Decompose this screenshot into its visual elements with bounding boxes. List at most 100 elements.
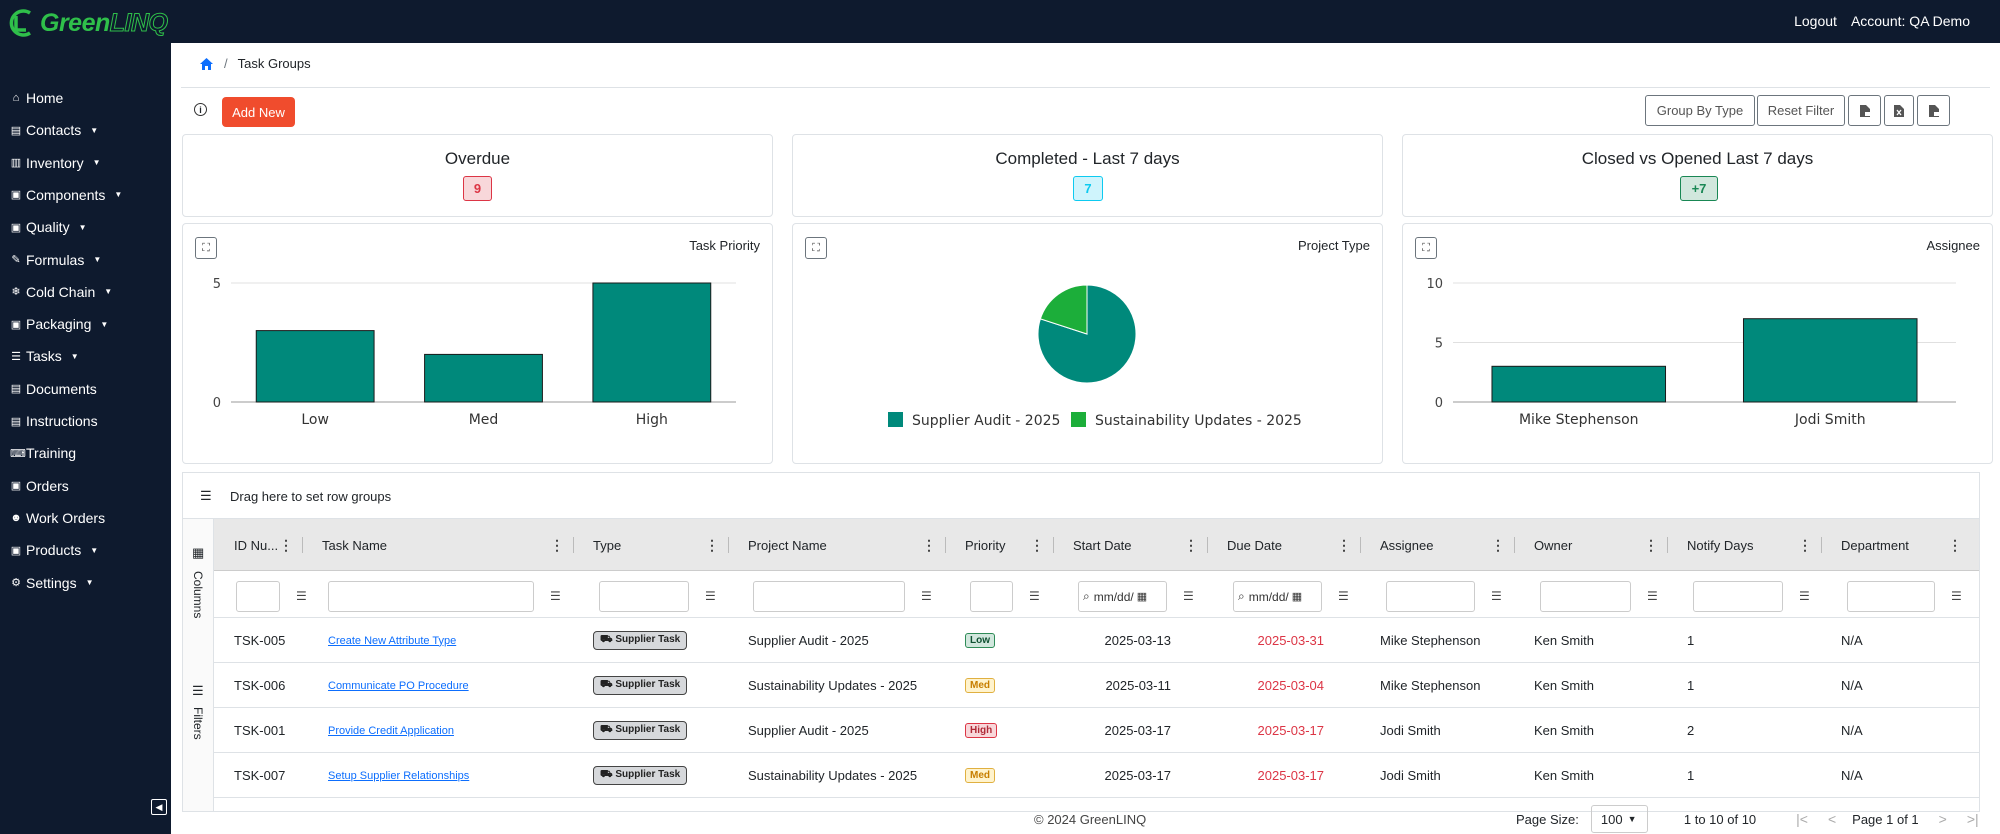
first-page-icon[interactable]: |< [1796,811,1808,827]
filter-icon[interactable]: ☰ [1647,589,1658,603]
text-filter-input[interactable] [236,581,280,612]
sidebar-item-formulas[interactable]: ✎ Formulas ▼ [10,252,101,268]
home-icon[interactable] [199,57,214,71]
bar[interactable] [1742,318,1918,403]
sidebar-item-cold-chain[interactable]: ❄ Cold Chain ▼ [10,284,112,300]
column-menu-icon[interactable]: ⋮ [922,536,936,553]
filter-icon[interactable]: ☰ [1951,589,1962,603]
text-filter-input[interactable] [1847,581,1935,612]
filter-icon[interactable]: ☰ [550,589,561,603]
expand-icon[interactable]: ⛶ [195,237,217,259]
sidebar-item-components[interactable]: ▣ Components ▼ [10,187,123,203]
info-icon[interactable]: i [194,103,207,116]
column-header[interactable]: Due Date ⋮ [1227,519,1360,571]
column-menu-icon[interactable]: ⋮ [1644,536,1658,553]
sidebar-item-instructions[interactable]: ▤ Instructions [10,413,98,429]
sidebar-item-contacts[interactable]: ▤ Contacts ▼ [10,122,98,138]
sidebar-item-packaging[interactable]: ▣ Packaging ▼ [10,316,109,332]
table-row[interactable]: TSK-005 Create New Attribute Type ⛟ Suppli… [214,618,1979,663]
text-filter-input[interactable] [1540,581,1631,612]
column-menu-icon[interactable]: ⋮ [1798,536,1812,553]
filter-icon[interactable]: ☰ [1799,589,1810,603]
text-filter-input[interactable] [1693,581,1783,612]
kpi-value-badge[interactable]: 7 [1073,176,1103,201]
sidebar-item-orders[interactable]: ▣ Orders [10,478,69,494]
column-header[interactable]: Start Date ⋮ [1073,519,1207,571]
column-header[interactable]: Task Name ⋮ [322,519,573,571]
filters-tab[interactable]: Filters [191,707,205,740]
legend-label[interactable]: Supplier Audit - 2025 [912,413,1060,429]
bar[interactable] [424,353,543,403]
task-link[interactable]: Create New Attribute Type [328,634,457,647]
export-csv-button[interactable] [1848,95,1881,126]
table-row[interactable]: TSK-007 Setup Supplier Relationships ⛟ Sup… [214,753,1979,798]
sidebar-item-work-orders[interactable]: ☻ Work Orders [10,510,105,526]
calendar-icon[interactable]: ▦ [1291,591,1303,603]
collapse-sidebar-icon[interactable]: ◀ [151,799,167,815]
column-menu-icon[interactable]: ⋮ [1491,536,1505,553]
calendar-icon[interactable]: ▦ [1136,591,1148,603]
column-header[interactable]: Owner ⋮ [1534,519,1667,571]
bar[interactable] [1491,365,1667,403]
filter-icon[interactable]: ☰ [1029,589,1040,603]
row-group-panel[interactable]: ☰ Drag here to set row groups [183,473,1979,519]
column-menu-icon[interactable]: ⋮ [279,536,293,553]
column-separator[interactable] [1821,537,1822,553]
column-separator[interactable] [728,537,729,553]
sidebar-item-home[interactable]: ⌂ Home [10,90,64,106]
column-menu-icon[interactable]: ⋮ [1184,536,1198,553]
column-header[interactable]: Notify Days ⋮ [1687,519,1821,571]
column-separator[interactable] [945,537,946,553]
filter-icon[interactable]: ☰ [921,589,932,603]
expand-icon[interactable]: ⛶ [1415,237,1437,259]
column-header[interactable]: Type ⋮ [593,519,728,571]
filter-icon[interactable]: ☰ [296,589,307,603]
filter-icon[interactable]: ☰ [1338,589,1349,603]
next-page-icon[interactable]: > [1938,811,1947,827]
column-menu-icon[interactable]: ⋮ [1337,536,1351,553]
columns-tab[interactable]: Columns [191,571,205,619]
table-row[interactable]: TSK-001 Provide Credit Application ⛟ Suppl… [214,708,1979,753]
column-header[interactable]: Project Name ⋮ [748,519,945,571]
page-size-select[interactable]: 100 ▼ [1590,805,1648,833]
kpi-value-badge[interactable]: +7 [1680,176,1718,201]
text-filter-input[interactable] [599,581,689,612]
column-menu-icon[interactable]: ⋮ [550,536,564,553]
column-menu-icon[interactable]: ⋮ [705,536,719,553]
sidebar-item-settings[interactable]: ⚙ Settings ▼ [10,575,93,591]
logout-link[interactable]: Logout [1794,13,1837,29]
column-header[interactable]: Priority ⋮ [965,519,1053,571]
greenlinq-logo[interactable]: GreenLINQ [4,6,168,40]
sidebar-item-training[interactable]: ⌨ Training [10,445,76,461]
column-separator[interactable] [1514,537,1515,553]
kpi-value-badge[interactable]: 9 [463,176,492,201]
last-page-icon[interactable]: >| [1966,811,1979,827]
column-menu-icon[interactable]: ⋮ [1948,536,1962,553]
column-separator[interactable] [573,537,574,553]
task-link[interactable]: Communicate PO Procedure [328,679,469,692]
column-separator[interactable] [1667,537,1668,553]
sidebar-item-tasks[interactable]: ☰ Tasks ▼ [10,348,79,364]
sidebar-item-products[interactable]: ▣ Products ▼ [10,542,98,558]
task-link[interactable]: Provide Credit Application [328,724,454,737]
filter-icon[interactable]: ☰ [1183,589,1194,603]
column-separator[interactable] [1053,537,1054,553]
sidebar-item-inventory[interactable]: ▥ Inventory ▼ [10,155,101,171]
expand-icon[interactable]: ⛶ [805,237,827,259]
bar[interactable] [255,330,375,403]
column-header[interactable]: ID Nu... ⋮ [234,519,302,571]
text-filter-input[interactable] [1386,581,1475,612]
filters-icon[interactable]: ☰ [192,683,204,698]
table-row[interactable]: TSK-006 Communicate PO Procedure ⛟ Supplie… [214,663,1979,708]
filter-icon[interactable]: ☰ [705,589,716,603]
text-filter-input[interactable] [328,581,534,612]
pie-slice[interactable] [1039,284,1088,335]
reset-filter-button[interactable]: Reset Filter [1757,95,1845,126]
text-filter-input[interactable] [753,581,905,612]
column-header[interactable]: Assignee ⋮ [1380,519,1514,571]
text-filter-input[interactable] [970,581,1013,612]
column-separator[interactable] [1360,537,1361,553]
column-separator[interactable] [302,537,303,553]
export-excel-button[interactable] [1884,95,1914,126]
date-filter-input[interactable]: ⌕ mm/dd/▦ [1078,581,1167,612]
